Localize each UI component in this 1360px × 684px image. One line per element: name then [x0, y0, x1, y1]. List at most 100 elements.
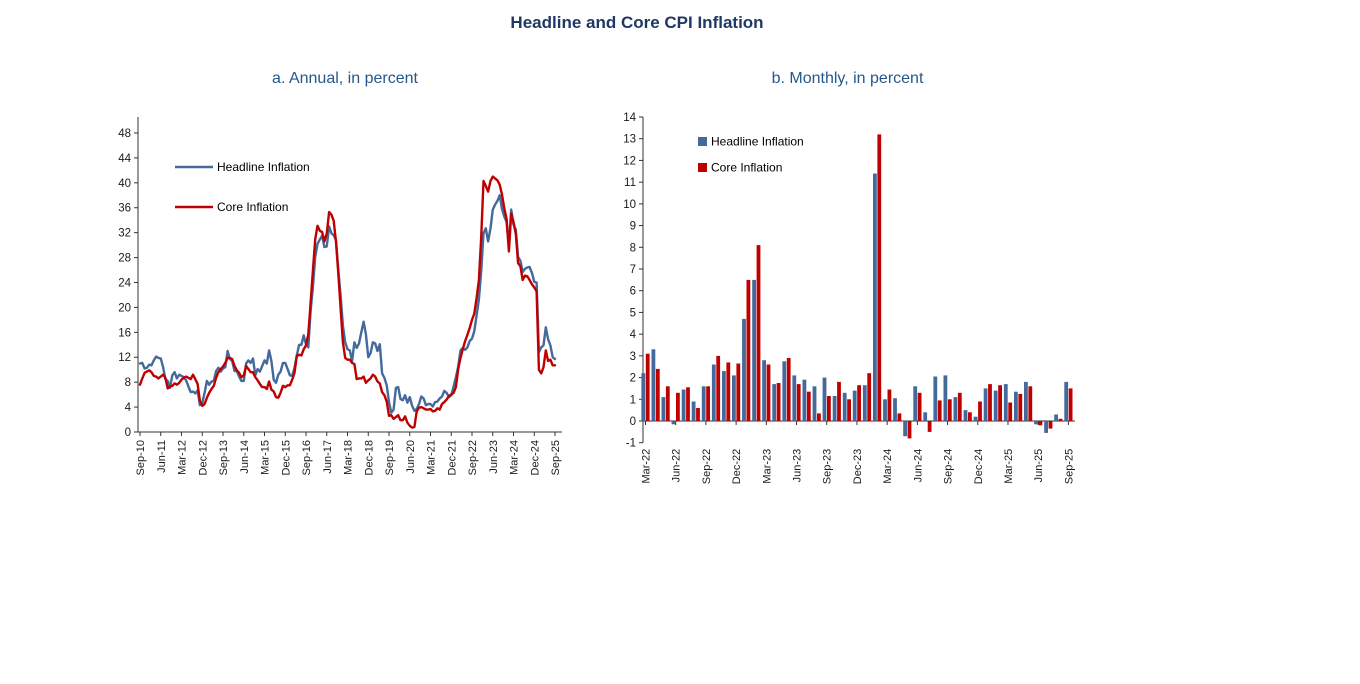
bar-core-inflation — [988, 384, 992, 421]
y-tick-label: 44 — [118, 153, 131, 165]
bar-core-inflation — [917, 392, 922, 421]
x-tick-label: Mar-21 — [426, 440, 438, 475]
bar-headline-inflation — [832, 396, 837, 421]
monthly-bars — [641, 134, 1073, 439]
bar-core-inflation — [1048, 421, 1053, 429]
bar-headline-inflation — [782, 361, 787, 421]
y-tick-label: 12 — [623, 155, 636, 167]
bar-headline-inflation — [661, 397, 666, 421]
bar-headline-inflation — [812, 386, 817, 421]
bar-core-inflation — [655, 368, 660, 421]
bar-core-inflation — [907, 421, 912, 439]
bar-headline-inflation — [711, 364, 716, 421]
x-tick-label: Mar-18 — [343, 440, 355, 475]
bar-core-inflation — [947, 399, 952, 421]
bar-headline-inflation — [752, 279, 756, 421]
bar-headline-inflation — [923, 412, 928, 421]
annual-series — [138, 175, 557, 429]
x-tick-label: Sep-10 — [135, 440, 147, 475]
bar-core-inflation — [968, 412, 972, 421]
y-tick-label: 28 — [118, 253, 131, 265]
x-tick-label: Sep-16 — [301, 440, 313, 475]
y-tick-label: 2 — [630, 373, 636, 385]
bar-headline-inflation — [1014, 391, 1018, 421]
bar-core-inflation — [897, 413, 902, 421]
bar-core-inflation — [676, 392, 680, 421]
bar-core-inflation — [927, 421, 932, 432]
bar-headline-inflation — [903, 421, 907, 437]
y-tick-label: 48 — [118, 128, 131, 140]
bar-headline-inflation — [842, 392, 847, 421]
x-tick-label: Dec-23 — [852, 449, 864, 484]
bar-headline-inflation — [772, 384, 777, 421]
bar-core-inflation — [706, 386, 710, 421]
x-tick-label: Dec-12 — [197, 440, 209, 475]
x-tick-label: Dec-21 — [446, 440, 458, 475]
y-tick-label: 10 — [623, 199, 636, 211]
bar-headline-inflation — [1003, 384, 1008, 421]
bar-headline-inflation — [963, 410, 968, 421]
bar-headline-inflation — [933, 376, 938, 421]
bar-core-inflation — [1068, 388, 1073, 421]
monthly-panel-title: b. Monthly, in percent — [771, 70, 924, 87]
x-tick-label: Mar-23 — [761, 449, 773, 484]
bar-core-inflation — [686, 387, 690, 421]
bar-core-inflation — [776, 383, 781, 421]
bar-core-inflation — [847, 399, 851, 421]
bar-core-inflation — [796, 384, 801, 421]
bar-core-inflation — [1008, 402, 1013, 421]
y-tick-label: 36 — [118, 203, 131, 215]
bar-core-inflation — [867, 373, 872, 421]
legend-label: Headline Inflation — [217, 160, 310, 174]
x-tick-label: Dec-18 — [363, 440, 375, 475]
bar-headline-inflation — [742, 318, 746, 421]
bar-core-inflation — [806, 391, 811, 421]
bar-core-inflation — [726, 362, 731, 421]
y-tick-label: 40 — [118, 178, 131, 190]
y-tick-label: 11 — [624, 177, 636, 189]
x-tick-label: Mar-24 — [509, 440, 521, 475]
monthly-legend: Headline Inflation Core Inflation — [698, 135, 804, 175]
y-tick-label: 8 — [125, 377, 131, 389]
legend-label: Core Inflation — [711, 161, 782, 175]
bar-core-inflation — [665, 386, 670, 421]
bar-core-inflation — [877, 134, 882, 421]
bar-core-inflation — [786, 358, 791, 421]
y-tick-label: 4 — [125, 402, 132, 414]
x-tick-label: Jun-11 — [156, 440, 168, 473]
x-tick-label: Jun-25 — [1033, 449, 1045, 483]
y-tick-label: 1 — [630, 394, 636, 406]
bar-core-inflation — [837, 381, 841, 421]
x-tick-label: Sep-25 — [550, 440, 562, 475]
bar-headline-inflation — [732, 375, 736, 421]
bar-core-inflation — [998, 385, 1002, 421]
y-tick-label: 6 — [630, 286, 636, 298]
bar-headline-inflation — [651, 349, 656, 421]
bar-core-inflation — [827, 396, 831, 421]
bar-core-inflation — [1058, 418, 1063, 421]
x-tick-label: Jun-24 — [912, 449, 924, 483]
y-tick-label: 5 — [630, 307, 636, 319]
bar-headline-inflation — [1044, 421, 1048, 433]
y-tick-label: 4 — [630, 329, 637, 341]
x-tick-label: Sep-19 — [384, 440, 396, 475]
bar-headline-inflation — [1024, 381, 1028, 421]
y-tick-label: 20 — [118, 302, 131, 314]
x-tick-label: Sep-13 — [218, 440, 230, 475]
y-tick-label: 24 — [118, 277, 131, 289]
x-tick-label: Mar-25 — [1003, 449, 1015, 484]
y-tick-label: 14 — [623, 112, 636, 124]
bar-headline-inflation — [873, 173, 877, 421]
bar-headline-inflation — [802, 379, 807, 421]
y-tick-label: 7 — [630, 264, 636, 276]
y-tick-label: 8 — [630, 242, 636, 254]
bar-headline-inflation — [993, 390, 998, 421]
bar-headline-inflation — [701, 386, 706, 421]
bar-core-inflation — [645, 353, 650, 421]
bar-core-inflation — [756, 245, 761, 421]
bar-headline-inflation — [983, 388, 988, 421]
y-tick-label: 16 — [118, 327, 131, 339]
bar-core-inflation — [978, 401, 982, 421]
